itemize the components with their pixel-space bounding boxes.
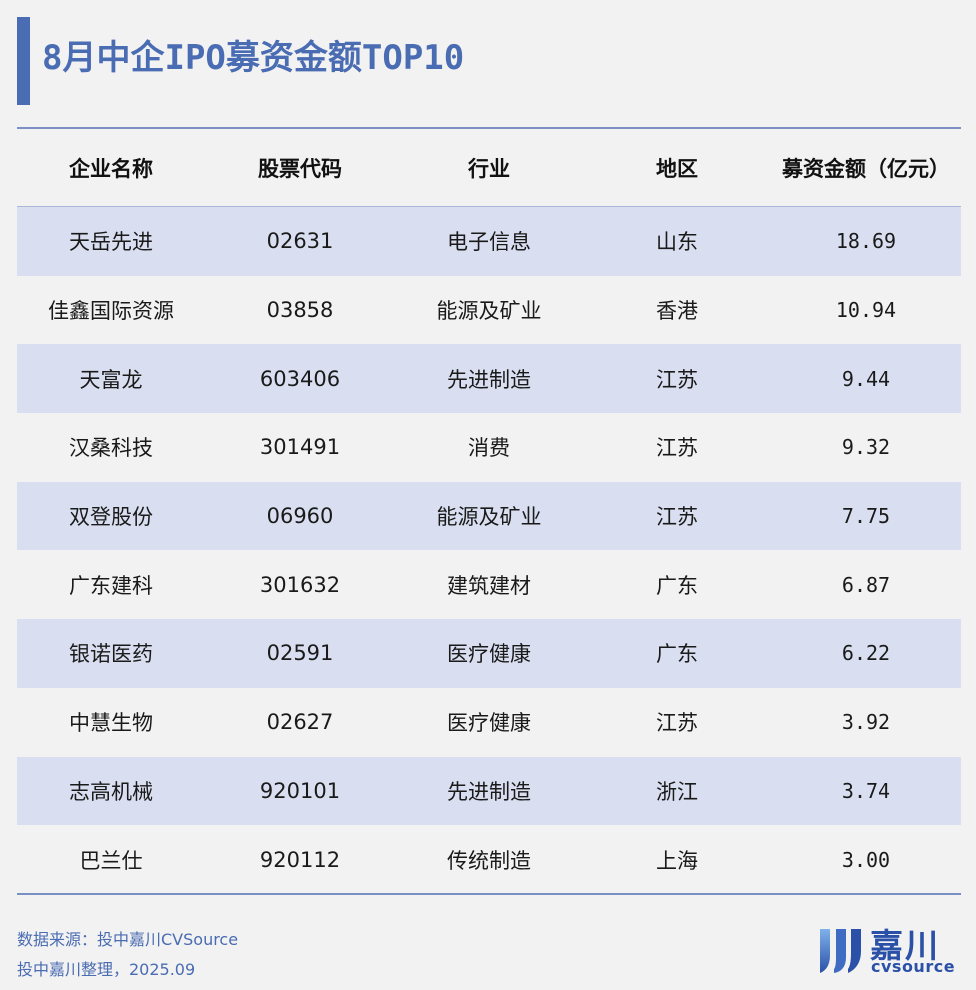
cell-amount: 3.00 — [841, 847, 891, 872]
table-body: 天岳先进 02631 电子信息 山东 18.69 佳鑫国际资源 03858 能源… — [17, 207, 961, 894]
cell-region: 广东 — [656, 642, 698, 667]
cell-industry: 医疗健康 — [447, 711, 531, 736]
header-industry: 行业 — [468, 157, 510, 181]
table-row: 广东建科 301632 建筑建材 广东 6.87 — [17, 550, 961, 619]
source-note: 数据来源：投中嘉川CVSource — [17, 930, 239, 949]
cell-stock-code: 920112 — [259, 847, 341, 872]
cell-industry: 能源及矿业 — [436, 299, 542, 324]
cell-amount: 3.74 — [841, 778, 891, 803]
cell-company: 汉桑科技 — [69, 436, 153, 461]
table-row: 汉桑科技 301491 消费 江苏 9.32 — [17, 413, 961, 482]
cell-industry: 电子信息 — [447, 230, 531, 255]
header-stock-code: 股票代码 — [258, 157, 342, 181]
cell-industry: 先进制造 — [447, 367, 531, 392]
table-row: 银诺医药 02591 医疗健康 广东 6.22 — [17, 619, 961, 688]
cell-stock-code: 301632 — [259, 572, 341, 597]
cell-region: 江苏 — [656, 711, 698, 736]
cell-amount: 6.87 — [841, 572, 891, 597]
cell-amount: 9.44 — [841, 366, 891, 391]
cell-region: 浙江 — [656, 779, 698, 804]
table-row: 天富龙 603406 先进制造 江苏 9.44 — [17, 344, 961, 414]
table-row: 巴兰仕 920112 传统制造 上海 3.00 — [17, 825, 961, 894]
cell-stock-code: 920101 — [259, 778, 341, 803]
cell-company: 广东建科 — [69, 573, 153, 598]
header-region: 地区 — [656, 157, 698, 181]
cell-amount: 10.94 — [835, 298, 897, 323]
cell-industry: 消费 — [468, 436, 510, 461]
cell-company: 双登股份 — [69, 505, 153, 530]
cell-stock-code: 03858 — [266, 298, 334, 323]
cell-industry: 医疗健康 — [447, 642, 531, 667]
cell-company: 佳鑫国际资源 — [48, 299, 174, 324]
cell-region: 广东 — [656, 573, 698, 598]
logo-text-en: cvsource — [871, 957, 956, 976]
cell-amount: 9.32 — [841, 435, 891, 460]
table-bottom-rule — [17, 893, 961, 895]
cell-industry: 能源及矿业 — [436, 505, 542, 530]
cell-region: 香港 — [656, 299, 698, 324]
cell-stock-code: 603406 — [259, 366, 341, 391]
cell-stock-code: 06960 — [266, 504, 334, 529]
cell-industry: 建筑建材 — [447, 573, 531, 598]
compiled-note: 投中嘉川整理，2025.09 — [17, 960, 196, 979]
footer-notes: 数据来源：投中嘉川CVSource 投中嘉川整理，2025.09 — [17, 925, 238, 985]
cell-stock-code: 02631 — [266, 229, 334, 254]
cell-amount: 6.22 — [841, 641, 891, 666]
table-top-rule — [17, 127, 961, 129]
logo-text-cn: 嘉川 — [870, 926, 940, 965]
cell-region: 江苏 — [656, 505, 698, 530]
cell-amount: 3.92 — [841, 710, 891, 735]
cell-region: 上海 — [656, 848, 698, 873]
cell-stock-code: 301491 — [259, 435, 341, 460]
cell-region: 江苏 — [656, 367, 698, 392]
table-row: 天岳先进 02631 电子信息 山东 18.69 — [17, 207, 961, 276]
cell-stock-code: 02627 — [266, 710, 334, 735]
cell-industry: 传统制造 — [447, 848, 531, 873]
cell-company: 志高机械 — [69, 779, 153, 804]
cell-company: 银诺医药 — [69, 642, 153, 667]
cell-stock-code: 02591 — [266, 641, 334, 666]
table-row: 佳鑫国际资源 03858 能源及矿业 香港 10.94 — [17, 276, 961, 345]
table-row: 双登股份 06960 能源及矿业 江苏 7.75 — [17, 481, 961, 551]
header-company: 企业名称 — [69, 157, 153, 181]
brand-logo: 嘉川 cvsource — [818, 917, 963, 977]
header-amount: 募资金额（亿元） — [782, 157, 950, 181]
cell-industry: 先进制造 — [447, 779, 531, 804]
cell-region: 山东 — [656, 230, 698, 255]
table-header: 企业名称 股票代码 行业 地区 募资金额（亿元） — [17, 130, 961, 206]
title-accent-bar — [17, 17, 30, 105]
cell-company: 巴兰仕 — [79, 848, 143, 873]
table-row: 中慧生物 02627 医疗健康 江苏 3.92 — [17, 688, 961, 757]
table-row: 志高机械 920101 先进制造 浙江 3.74 — [17, 756, 961, 826]
jiachuan-logo-icon — [820, 929, 861, 973]
cell-region: 江苏 — [656, 436, 698, 461]
cell-company: 天岳先进 — [69, 230, 153, 255]
header-divider — [17, 206, 961, 207]
cell-amount: 7.75 — [841, 504, 891, 529]
page-title: 8月中企IPO募资金额TOP10 — [42, 38, 465, 78]
cell-amount: 18.69 — [835, 229, 897, 254]
cell-company: 天富龙 — [79, 367, 143, 392]
cell-company: 中慧生物 — [69, 711, 153, 736]
